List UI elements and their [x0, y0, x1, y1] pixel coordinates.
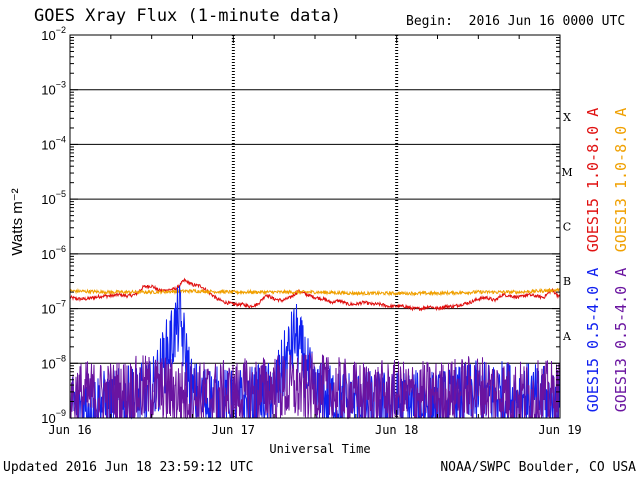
x-tick-label: Jun 17 — [212, 423, 255, 437]
chart-title: GOES Xray Flux (1-minute data) — [34, 6, 342, 26]
y-tick-label: 10−6 — [41, 244, 66, 262]
tick-layer — [69, 34, 561, 419]
begin-time: Begin: 2016 Jun 16 0000 UTC — [406, 14, 626, 29]
credit-text: NOAA/SWPC Boulder, CO USA — [440, 460, 636, 475]
y-tick-label: 10−5 — [41, 189, 66, 207]
flare-class-label: M — [561, 166, 572, 179]
flare-class-label: C — [563, 221, 571, 234]
x-tick-label: Jun 16 — [48, 423, 91, 437]
y-axis-label: Watts m⁻² — [9, 188, 26, 255]
y-tick-label: 10−8 — [41, 353, 66, 371]
legend-entry: GOES13 0.5-4.0 A — [612, 268, 630, 413]
x-tick-label: Jun 18 — [375, 423, 418, 437]
series-goes15-1-0-8-0-a — [69, 277, 561, 312]
legend-entry: GOES13 1.0-8.0 A — [612, 108, 630, 253]
y-tick-label: 10−3 — [41, 80, 66, 98]
flare-class-label: A — [562, 330, 572, 343]
y-tick-label: 10−4 — [41, 134, 66, 152]
x-axis-label: Universal Time — [269, 442, 371, 456]
grid-lines — [70, 35, 560, 418]
y-tick-label: 10−7 — [41, 299, 66, 317]
legend-entry: GOES15 1.0-8.0 A — [584, 108, 602, 253]
legend-entry: GOES15 0.5-4.0 A — [584, 268, 602, 413]
flare-class-label: X — [563, 111, 571, 124]
series-goes13-1-0-8-0-a — [69, 287, 561, 297]
x-tick-label: Jun 19 — [538, 423, 581, 437]
series-layer — [69, 277, 561, 420]
y-tick-label: 10−2 — [41, 25, 66, 43]
flare-class-label: B — [563, 275, 571, 288]
updated-timestamp: Updated 2016 Jun 18 23:59:12 UTC — [3, 460, 254, 475]
